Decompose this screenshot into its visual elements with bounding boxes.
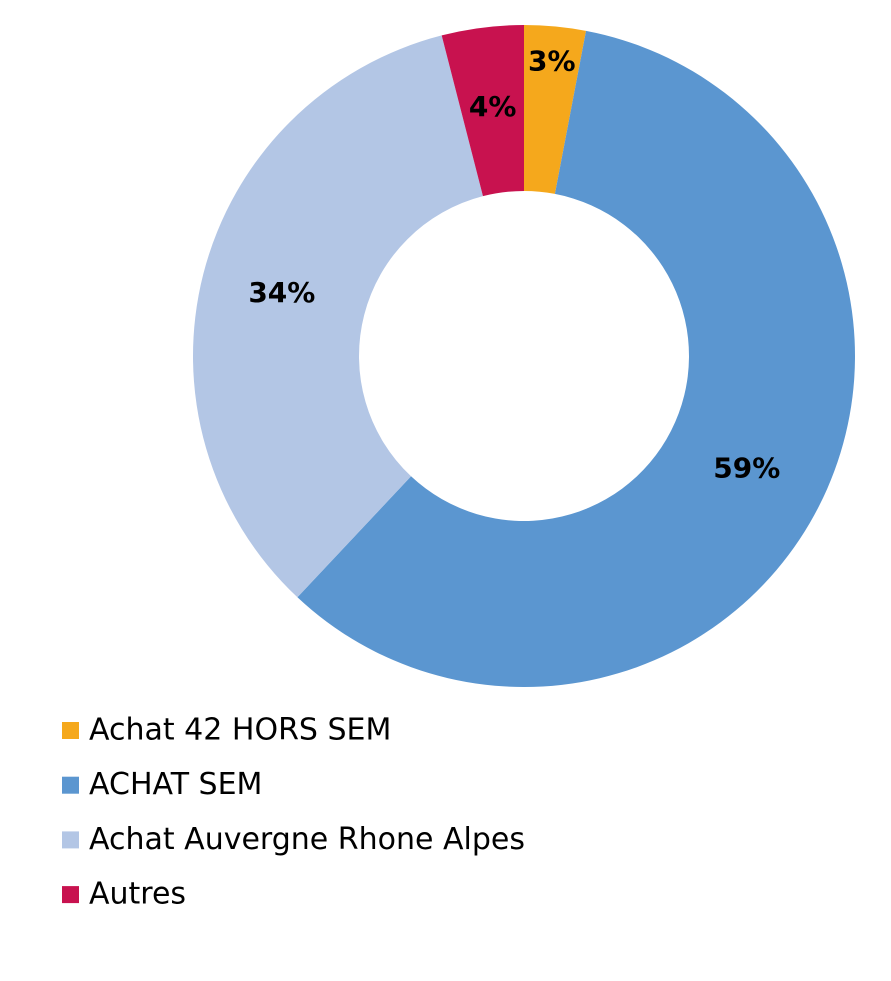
- legend-label: Achat 42 HORS SEM: [89, 713, 391, 748]
- value-label: 3%: [528, 44, 576, 77]
- legend-swatch: [62, 886, 79, 904]
- legend-swatch: [62, 776, 79, 794]
- legend-swatch: [62, 831, 79, 849]
- donut-slice: [441, 25, 524, 197]
- donut-slice: [192, 35, 483, 598]
- value-label: 59%: [713, 451, 780, 484]
- value-label: 4%: [469, 90, 517, 123]
- donut-slice: [524, 25, 587, 194]
- legend-label: Achat Auvergne Rhone Alpes: [89, 822, 525, 857]
- legend-label: ACHAT SEM: [89, 767, 262, 802]
- value-label: 34%: [248, 276, 315, 309]
- legend-label: Autres: [89, 877, 186, 912]
- donut-slice: [297, 30, 856, 688]
- legend-swatch: [62, 722, 79, 739]
